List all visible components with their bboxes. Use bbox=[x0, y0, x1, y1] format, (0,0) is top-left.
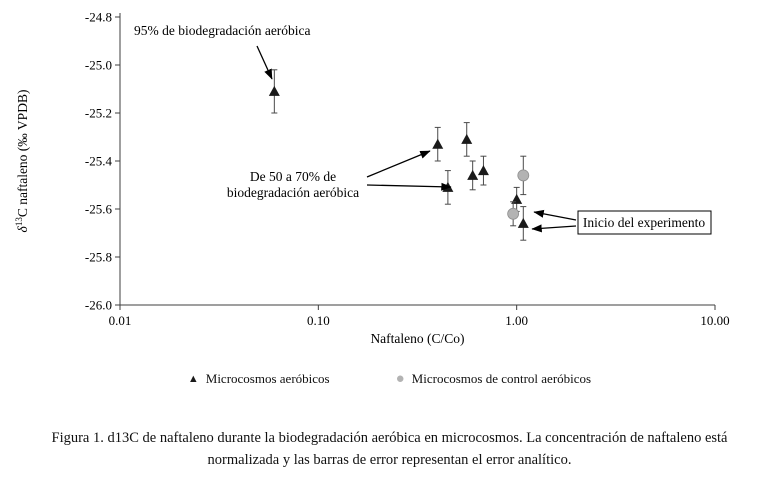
data-point-triangle bbox=[477, 165, 489, 176]
y-tick-label: -25.2 bbox=[85, 106, 112, 121]
x-tick-label: 0.10 bbox=[307, 313, 330, 328]
annotation-95-biodegradacion-text: 95% de biodegradación aeróbica bbox=[134, 23, 311, 38]
scatter-chart-svg: -24.8 -25.0 -25.2 -25.4 -25.6 -25.8 -26.00.01 0… bbox=[14, 10, 730, 347]
x-tick-label: 0.01 bbox=[109, 313, 132, 328]
x-tick-label: 1.00 bbox=[505, 313, 528, 328]
y-tick-label: -25.0 bbox=[85, 58, 112, 73]
figure-caption: Figura 1. d13C de naftaleno durante la b… bbox=[0, 427, 779, 471]
chart-area: -24.8 -25.0 -25.2 -25.4 -25.6 -25.8 -26.0 0.01 0… bbox=[14, 10, 730, 347]
chart-legend: ▲ Microcosmos aeróbicos ● Microcosmos de… bbox=[0, 371, 779, 387]
y-tick-label: -24.8 bbox=[85, 10, 112, 25]
y-tick-label: -25.8 bbox=[85, 250, 112, 265]
legend-item-control-aerobicos: ● Microcosmos de control aeróbicos bbox=[396, 371, 592, 387]
y-tick-label: -25.4 bbox=[85, 154, 113, 169]
caption-line-1: Figura 1. d13C de naftaleno durante la b… bbox=[51, 430, 728, 446]
annotation-50-70-biodegradacion-arrow bbox=[366, 182, 452, 191]
y-axis-title: δ13C naftaleno (‰ VPDB) bbox=[14, 90, 30, 233]
annotation-inicio-experimento-arrow bbox=[533, 209, 577, 221]
legend-label-aerobicos: Microcosmos aeróbicos bbox=[205, 371, 330, 386]
data-point-triangle bbox=[517, 217, 529, 228]
annotation-50-70-biodegradacion-text: De 50 a 70% de bbox=[250, 169, 336, 184]
data-point-triangle bbox=[461, 133, 473, 144]
triangle-marker-icon: ▲ bbox=[187, 372, 199, 385]
x-axis-title: Naftaleno (C/Co) bbox=[370, 331, 464, 346]
legend-item-microcosmos-aerobicos: ▲ Microcosmos aeróbicos bbox=[188, 371, 330, 387]
data-point-triangle bbox=[268, 85, 280, 96]
annotation-50-70-biodegradacion-arrow bbox=[366, 150, 431, 178]
y-tick-label: -26.0 bbox=[85, 298, 112, 313]
annotation-inicio-experimento-box bbox=[577, 210, 712, 235]
circle-marker-icon: ● bbox=[395, 370, 405, 387]
data-point-triangle bbox=[467, 169, 479, 180]
data-point-circle bbox=[507, 207, 520, 220]
annotation-95-biodegradacion-arrow bbox=[256, 45, 273, 80]
data-point-triangle bbox=[432, 138, 444, 149]
annotation-inicio-experimento-arrow bbox=[531, 224, 577, 233]
x-tick-label: 10.00 bbox=[700, 313, 729, 328]
caption-line-2: normalizada y las barras de error repres… bbox=[207, 452, 572, 468]
annotation-50-70-biodegradacion-text: biodegradación aeróbica bbox=[227, 185, 359, 200]
annotation-inicio-experimento-text: Inicio del experimento bbox=[583, 215, 705, 230]
y-tick-label: -25.6 bbox=[85, 202, 113, 217]
data-point-circle bbox=[517, 169, 530, 182]
legend-label-control: Microcosmos de control aeróbicos bbox=[411, 371, 592, 386]
